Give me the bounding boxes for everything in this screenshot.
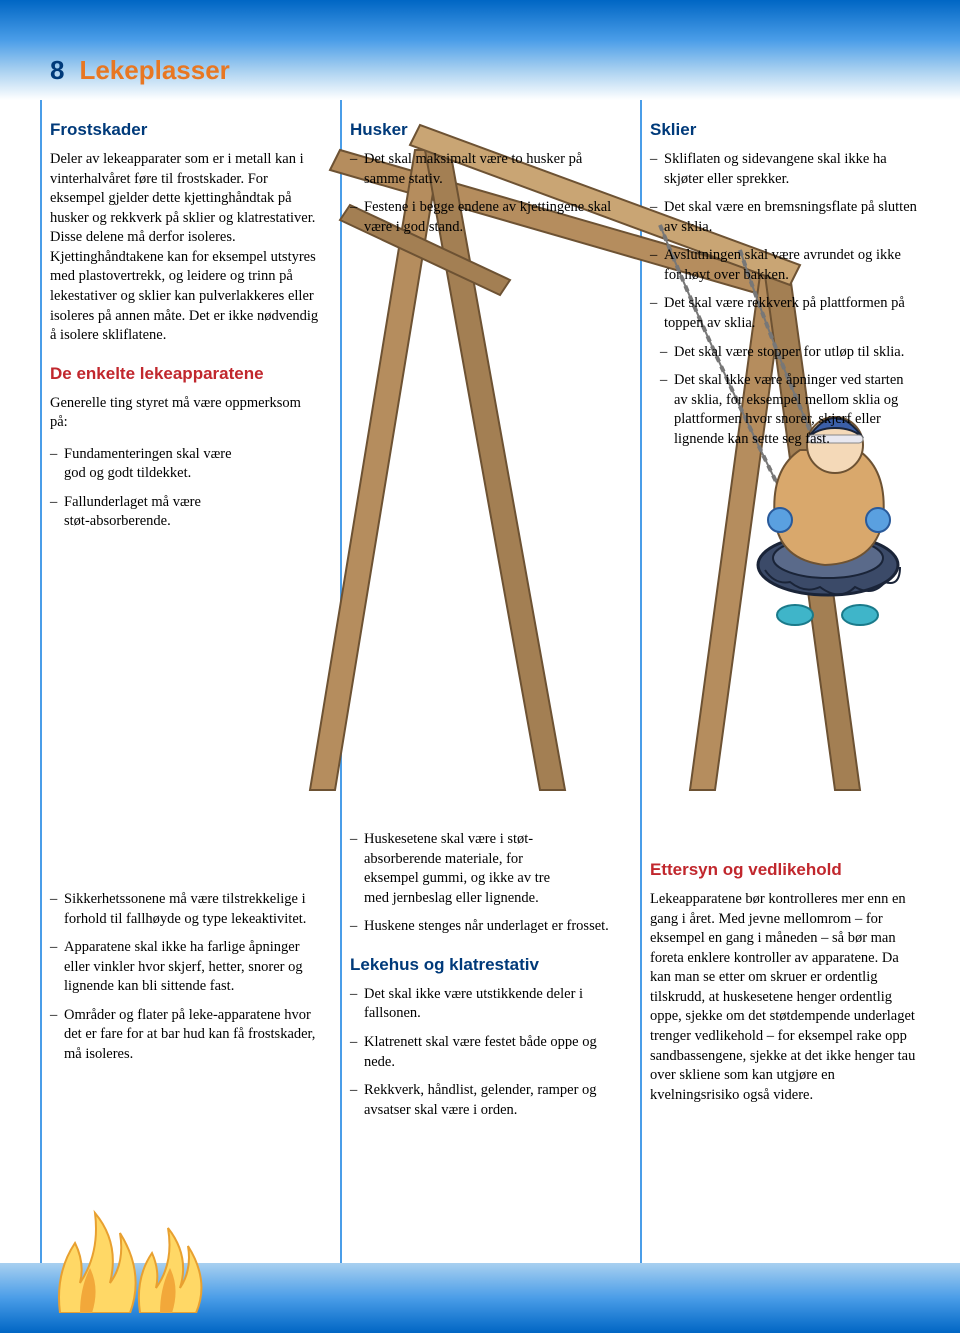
list-item: Rekkverk, håndlist, gelender, ramper og … [350,1081,620,1120]
page-header: 8 Lekeplasser [50,55,230,86]
sklier-title: Sklier [650,120,920,140]
fire-icon [40,1173,240,1313]
enkelte-intro: Generelle ting styret må være oppmerksom… [50,394,320,433]
list-item: Det skal være rekkverk på plattformen på… [650,294,920,333]
husker-title: Husker [350,120,620,140]
lekehus-list: Det skal ikke være utstikkende deler i f… [350,985,620,1120]
enkelte-list-top: Fundamenteringen skal være god og godt t… [50,445,320,532]
husker-list-bottom: Huskesetene skal være i støt-absorberend… [350,830,620,937]
list-item: Fundamenteringen skal være god og godt t… [50,445,240,484]
list-item: Skliflaten og sidevangene skal ikke ha s… [650,150,920,189]
column-3-top: Sklier Skliflaten og sidevangene skal ik… [650,120,920,458]
list-item: Det skal være en bremsningsflate på slut… [650,198,920,237]
list-item: Huskene stenges når underlaget er frosse… [350,917,620,937]
enkelte-title: De enkelte lekeapparatene [50,364,320,384]
list-item: Klatrenett skal være festet både oppe og… [350,1033,620,1072]
list-item: Det skal maksimalt være to husker på sam… [350,150,620,189]
frostskader-title: Frostskader [50,120,320,140]
list-item: Apparatene skal ikke ha farlige åpninger… [50,938,320,997]
list-item: Områder og flater på leke-apparatene hvo… [50,1006,320,1065]
husker-list-top: Det skal maksimalt være to husker på sam… [350,150,620,237]
column-2-top: Husker Det skal maksimalt være to husker… [350,120,620,246]
column-2-bottom: Huskesetene skal være i støt-absorberend… [350,830,620,1129]
list-item: Avslutningen skal være avrundet og ikke … [650,246,920,285]
list-item: Det skal ikke være åpninger ved starten … [660,371,920,449]
list-item: Huskesetene skal være i støt-absorberend… [350,830,560,908]
sklier-list: Skliflaten og sidevangene skal ikke ha s… [650,150,920,449]
enkelte-list-bottom: Sikkerhetssonene må være tilstrekkelige … [50,890,320,1065]
page-number: 8 [50,55,64,86]
list-item: Det skal ikke være utstikkende deler i f… [350,985,620,1024]
content-area: Frostskader Deler av lekeapparater som e… [50,120,920,1243]
ettersyn-body: Lekeapparatene bør kontrolleres mer enn … [650,890,920,1105]
column-3-bottom: Ettersyn og vedlikehold Lekeapparatene b… [650,860,920,1117]
page-title: Lekeplasser [79,55,229,86]
list-item: Sikkerhetssonene må være tilstrekkelige … [50,890,320,929]
lekehus-title: Lekehus og klatrestativ [350,955,620,975]
vertical-rule-1 [40,100,42,1263]
ettersyn-title: Ettersyn og vedlikehold [650,860,920,880]
list-item: Fallunderlaget må være støt-absorberende… [50,493,210,532]
list-item: Festene i begge endene av kjettingene sk… [350,198,620,237]
frostskader-body: Deler av lekeapparater som er i metall k… [50,150,320,346]
list-item: Det skal være stopper for utløp til skli… [660,343,920,363]
column-1-bottom: Sikkerhetssonene må være tilstrekkelige … [50,890,320,1074]
column-1-top: Frostskader Deler av lekeapparater som e… [50,120,320,541]
